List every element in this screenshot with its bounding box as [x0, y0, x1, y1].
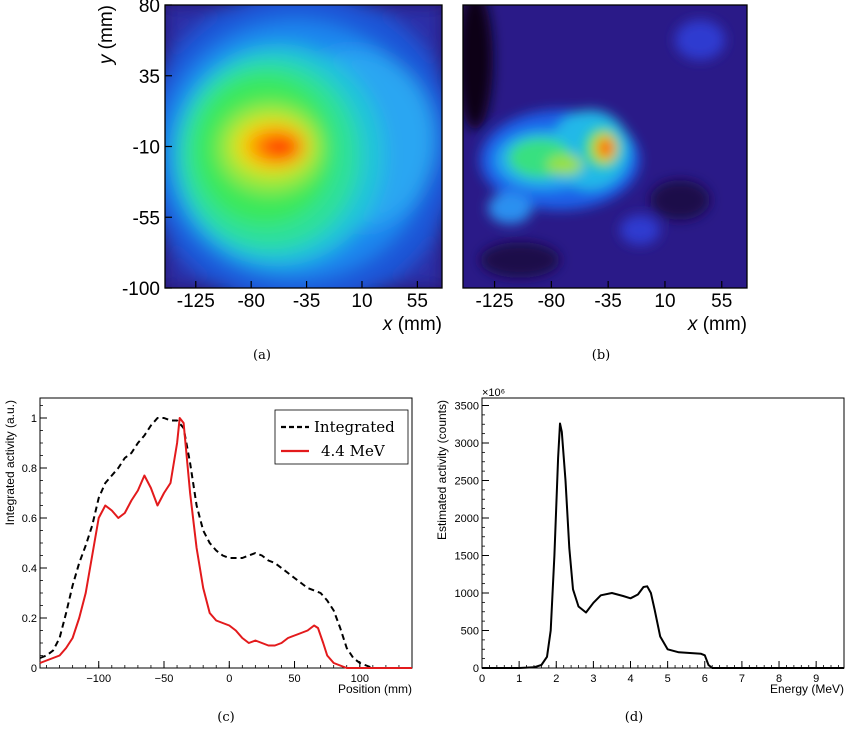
c-x-tick-label: 50 — [288, 673, 300, 685]
heatmap-b — [463, 5, 747, 288]
a-y-tick-label: 80 — [139, 0, 160, 17]
c-y-tick-label: 0.4 — [22, 563, 37, 575]
d-y-tick-label: 2500 — [455, 476, 479, 488]
a-x-tick-label: -125 — [177, 291, 215, 312]
d-x-tick-label: 6 — [702, 673, 708, 685]
c-x-axis-label: Position (mm) — [338, 682, 412, 696]
caption-b: (b) — [592, 348, 610, 363]
d-x-tick-label: 7 — [739, 673, 745, 685]
panel-b: -125 -80 -35 10 55 x (mm) (b) — [462, 4, 748, 363]
a-y-tick-label: -10 — [133, 138, 160, 159]
a-y-tick-label: -100 — [122, 279, 160, 300]
c-x-tick-label: 0 — [226, 673, 232, 685]
legend-label-integrated: Integrated — [314, 418, 395, 436]
d-x-tick-label: 5 — [665, 673, 671, 685]
b-x-tick-label: 10 — [654, 291, 675, 312]
c-y-tick-label: 0.6 — [22, 513, 37, 525]
d-x-tick-label: 1 — [516, 673, 522, 685]
c-y-tick-label: 0 — [31, 663, 37, 675]
legend-label-4-4-mev: 4.4 MeV — [321, 442, 386, 460]
d-x-tick-label: 8 — [776, 673, 782, 685]
d-y-axis-label: Estimated activity (counts) — [435, 400, 449, 540]
a-x-tick-label: 10 — [351, 291, 372, 312]
d-x-tick-label: 3 — [590, 673, 596, 685]
c-series-1-line — [39, 417, 412, 669]
c-y-axis-label: Integrated activity (a.u.) — [3, 400, 17, 525]
d-y-tick-label: 500 — [461, 626, 479, 638]
c-x-tick-label: −50 — [155, 673, 174, 685]
c-y-tick-label: 0.2 — [22, 613, 37, 625]
c-x-tick-label: 100 — [351, 673, 369, 685]
caption-a: (a) — [253, 348, 271, 363]
heatmap-a — [165, 5, 442, 288]
b-x-tick-label: -35 — [594, 291, 621, 312]
d-y-tick-label: 3500 — [455, 401, 479, 413]
d-x-tick-label: 4 — [627, 673, 633, 685]
d-series-1-line — [482, 422, 844, 669]
d-x-axis-label: Energy (MeV) — [770, 682, 844, 696]
b-x-tick-label: -80 — [538, 291, 565, 312]
d-y-tick-label: 2000 — [455, 513, 479, 525]
a-x-tick-label: -80 — [237, 291, 264, 312]
c-y-tick-label: 0.8 — [22, 463, 37, 475]
d-x-tick-label: 2 — [553, 673, 559, 685]
a-x-axis-label: x (mm) — [382, 314, 442, 335]
c-y-tick-label: 1 — [31, 413, 37, 425]
d-y-tick-label: 1000 — [455, 588, 479, 600]
d-x-tick-label: 0 — [479, 673, 485, 685]
d-x-tick-label: 9 — [813, 673, 819, 685]
d-y-tick-label: 3000 — [455, 438, 479, 450]
d-y-multiplier: ×10⁶ — [482, 387, 505, 399]
a-y-tick-label: 35 — [139, 67, 160, 88]
caption-d: (d) — [625, 710, 643, 725]
d-y-tick-label: 1500 — [455, 551, 479, 563]
panel-d: 0 1 2 3 4 5 6 7 8 9 0 500 1000 1500 2000 2500 3000 3500 ×… — [435, 387, 845, 725]
d-y-tick-label: 0 — [473, 663, 479, 675]
b-x-tick-label: -125 — [476, 291, 514, 312]
c-x-tick-label: −100 — [86, 673, 111, 685]
a-y-axis-label: y (mm) — [96, 5, 117, 66]
a-x-tick-label: -35 — [293, 291, 320, 312]
caption-c: (c) — [217, 710, 234, 725]
c-legend: Integrated 4.4 MeV — [274, 409, 409, 465]
panel-c: −100 −50 0 50 100 0 0.2 0.4 0.6 0.8 1 Position (mm… — [3, 397, 413, 725]
b-x-axis-label: x (mm) — [687, 314, 747, 335]
panel-a: 80 35 -10 -55 -100 -125 -80 -35 10 55 x (mm) y (… — [96, 0, 443, 363]
a-x-tick-label: 55 — [407, 291, 428, 312]
b-x-tick-label: 55 — [711, 291, 732, 312]
c-series-2-line — [39, 417, 412, 669]
a-y-tick-label: -55 — [133, 208, 160, 229]
